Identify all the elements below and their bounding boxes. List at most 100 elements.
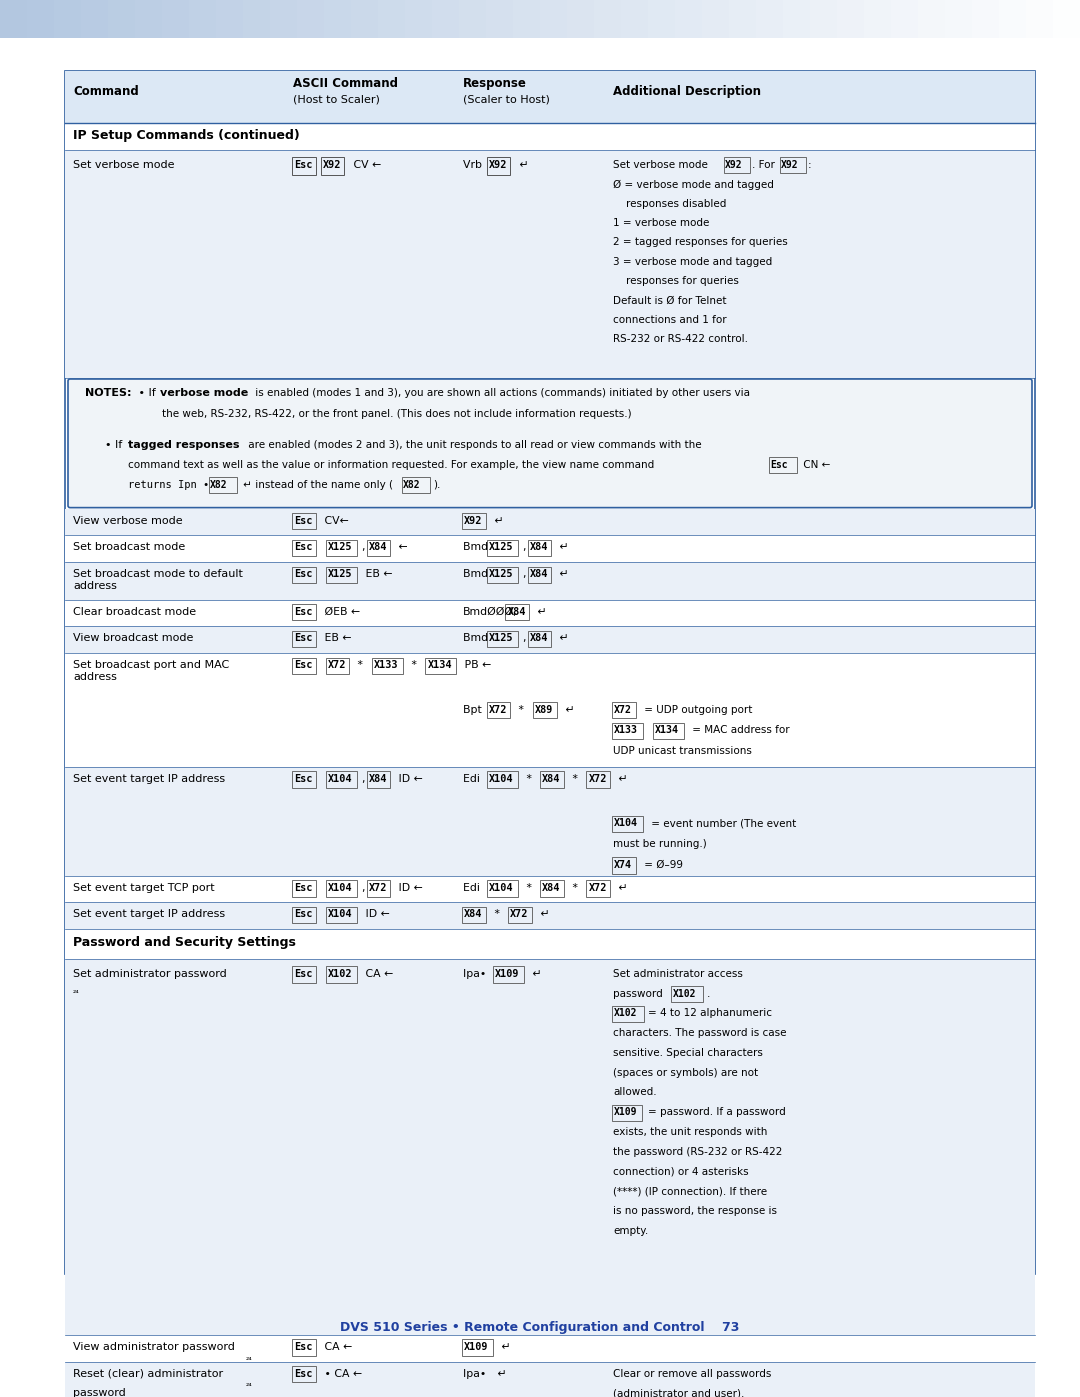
- Text: the web, RS-232, RS-422, or the front panel. (This does not include information : the web, RS-232, RS-422, or the front pa…: [162, 409, 632, 419]
- Bar: [65, 509, 1035, 535]
- Text: *: *: [523, 883, 535, 893]
- Text: X84: X84: [464, 909, 483, 919]
- Bar: [65, 626, 1035, 652]
- Text: Response: Response: [463, 77, 527, 91]
- Text: Bmd: Bmd: [463, 542, 491, 552]
- Bar: [534, 703, 556, 718]
- Bar: [292, 967, 315, 982]
- Text: ↵: ↵: [562, 704, 575, 714]
- Text: ,: ,: [523, 633, 526, 643]
- Text: 2 = tagged responses for queries: 2 = tagged responses for queries: [613, 237, 787, 247]
- Text: ID ←: ID ←: [395, 774, 423, 784]
- Text: ↵ instead of the name only (: ↵ instead of the name only (: [240, 481, 393, 490]
- Bar: [972, 0, 999, 38]
- Text: View broadcast mode: View broadcast mode: [73, 633, 193, 643]
- Text: = UDP outgoing port: = UDP outgoing port: [640, 704, 752, 714]
- Bar: [189, 0, 216, 38]
- Bar: [65, 958, 1035, 1336]
- Bar: [292, 880, 315, 897]
- Bar: [810, 0, 837, 38]
- Text: X72: X72: [328, 659, 347, 671]
- Text: the password (RS-232 or RS-422: the password (RS-232 or RS-422: [613, 1147, 782, 1157]
- Bar: [292, 513, 315, 529]
- Text: characters. The password is case: characters. The password is case: [613, 1028, 786, 1038]
- Text: must be running.): must be running.): [613, 840, 706, 849]
- Text: X82: X82: [403, 481, 420, 490]
- Bar: [372, 658, 403, 673]
- Text: X125: X125: [328, 569, 352, 578]
- Text: X84: X84: [542, 774, 561, 784]
- Text: Esc: Esc: [294, 515, 312, 525]
- Text: Clear or remove all passwords: Clear or remove all passwords: [613, 1369, 771, 1379]
- Bar: [65, 123, 1035, 151]
- Text: DVS 510 Series • Remote Configuration and Control    73: DVS 510 Series • Remote Configuration an…: [340, 1322, 740, 1334]
- Text: X104: X104: [489, 774, 513, 784]
- Text: Ipa•: Ipa•: [463, 1369, 489, 1379]
- Bar: [509, 907, 531, 923]
- Text: *: *: [569, 883, 581, 893]
- Text: • If: • If: [135, 388, 159, 398]
- Bar: [65, 71, 1035, 123]
- Text: X84: X84: [530, 569, 549, 578]
- Bar: [326, 567, 356, 583]
- Bar: [405, 0, 432, 38]
- Text: Set broadcast port and MAC
address: Set broadcast port and MAC address: [73, 659, 229, 682]
- Bar: [648, 0, 675, 38]
- Text: Bmd: Bmd: [463, 569, 491, 578]
- Bar: [594, 0, 621, 38]
- Bar: [65, 71, 1035, 1274]
- Text: X104: X104: [328, 774, 352, 784]
- Text: *: *: [354, 659, 367, 671]
- Bar: [292, 1366, 315, 1383]
- Bar: [1053, 0, 1080, 38]
- Bar: [586, 880, 610, 897]
- Bar: [486, 0, 513, 38]
- Text: PB ←: PB ←: [461, 659, 491, 671]
- Bar: [65, 1362, 1035, 1397]
- Text: connections and 1 for: connections and 1 for: [613, 314, 727, 324]
- Text: X125: X125: [489, 542, 513, 552]
- Text: Edi: Edi: [463, 774, 484, 784]
- Text: Set verbose mode: Set verbose mode: [613, 161, 711, 170]
- Text: empty.: empty.: [613, 1227, 648, 1236]
- Text: EB ←: EB ←: [321, 633, 351, 643]
- Text: UDP unicast transmissions: UDP unicast transmissions: [613, 746, 752, 756]
- Text: X74: X74: [615, 861, 632, 870]
- Text: ).: ).: [433, 481, 441, 490]
- Text: X92: X92: [489, 161, 508, 170]
- Text: CN ←: CN ←: [800, 460, 831, 471]
- Bar: [65, 562, 1035, 599]
- Bar: [367, 880, 390, 897]
- Bar: [162, 0, 189, 38]
- Text: Set verbose mode: Set verbose mode: [73, 161, 175, 170]
- Bar: [540, 880, 564, 897]
- Bar: [487, 567, 517, 583]
- Text: responses disabled: responses disabled: [613, 198, 727, 210]
- Text: = MAC address for: = MAC address for: [689, 725, 789, 735]
- Bar: [487, 703, 511, 718]
- Text: Esc: Esc: [294, 968, 312, 979]
- Text: Bpt: Bpt: [463, 704, 485, 714]
- Bar: [326, 880, 356, 897]
- Text: Clear broadcast mode: Clear broadcast mode: [73, 606, 197, 616]
- Text: X104: X104: [615, 819, 638, 828]
- Text: ↵: ↵: [556, 633, 569, 643]
- Bar: [540, 0, 567, 38]
- Text: responses for queries: responses for queries: [613, 277, 739, 286]
- Text: X84: X84: [542, 883, 561, 893]
- Bar: [653, 722, 684, 739]
- Bar: [216, 0, 243, 38]
- Text: Esc: Esc: [770, 460, 787, 471]
- Bar: [462, 1340, 492, 1355]
- Text: ↵: ↵: [615, 774, 627, 784]
- Bar: [292, 771, 315, 788]
- Bar: [586, 771, 610, 788]
- Text: ↵: ↵: [529, 968, 541, 979]
- Bar: [378, 0, 405, 38]
- Bar: [864, 0, 891, 38]
- Bar: [135, 0, 162, 38]
- Text: (spaces or symbols) are not: (spaces or symbols) are not: [613, 1067, 758, 1077]
- Text: Vrb: Vrb: [463, 161, 486, 170]
- Bar: [210, 476, 237, 493]
- Text: ,: ,: [523, 542, 526, 552]
